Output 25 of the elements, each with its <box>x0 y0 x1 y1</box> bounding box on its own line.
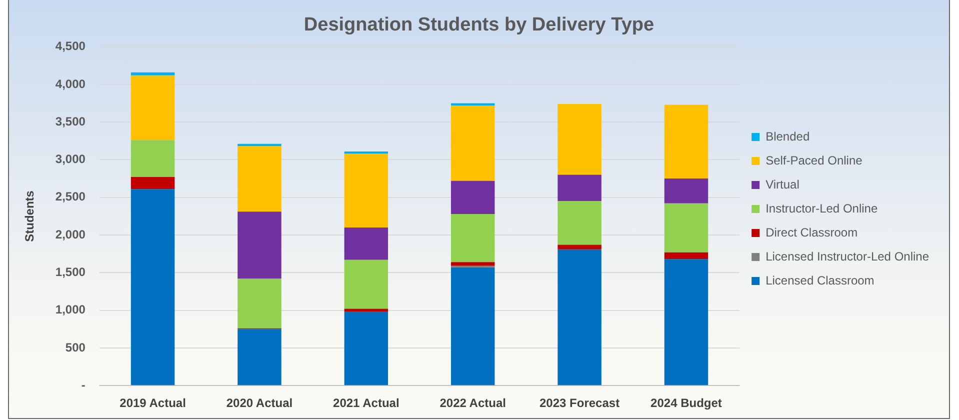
chart-title: Designation Students by Delivery Type <box>304 14 654 36</box>
legend-label: Licensed Instructor-Led Online <box>766 249 930 264</box>
y-tick-label: 4,000 <box>55 76 86 91</box>
y-tick-label: 2,500 <box>55 190 86 204</box>
legend-label: Self-Paced Online <box>766 153 863 168</box>
y-tick-label: 2,000 <box>55 227 86 242</box>
y-tick-label: 3,000 <box>55 152 86 166</box>
y-axis-title: Students <box>22 190 37 242</box>
x-tick-label: 2019 Actual <box>120 396 186 410</box>
y-tick-label: 3,500 <box>55 114 86 128</box>
legend-label: Virtual <box>766 177 800 192</box>
y-tick-label: 1,000 <box>55 302 86 317</box>
y-tick-label: - <box>81 378 86 392</box>
legend-label: Direct Classroom <box>766 225 858 240</box>
y-tick-label: 1,500 <box>55 264 86 279</box>
x-tick-label: 2022 Actual <box>440 396 506 410</box>
y-tick-label: 4,500 <box>55 39 86 54</box>
legend-label: Instructor-Led Online <box>766 201 878 216</box>
y-tick-label: 500 <box>65 340 86 354</box>
x-tick-label: 2024 Budget <box>650 396 722 410</box>
legend-label: Blended <box>766 129 810 144</box>
x-tick-label: 2020 Actual <box>226 396 293 410</box>
legend-label: Licensed Classroom <box>766 273 874 288</box>
x-tick-label: 2023 Forecast <box>540 396 620 410</box>
x-tick-label: 2021 Actual <box>333 396 400 410</box>
